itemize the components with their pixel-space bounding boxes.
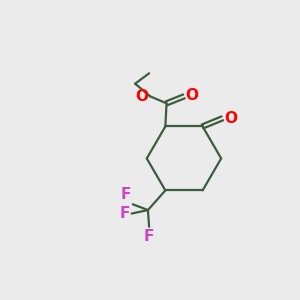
Text: F: F xyxy=(121,188,131,202)
Text: O: O xyxy=(186,88,199,103)
Text: O: O xyxy=(135,89,148,104)
Text: O: O xyxy=(224,111,237,126)
Text: F: F xyxy=(120,206,130,221)
Text: F: F xyxy=(144,229,154,244)
